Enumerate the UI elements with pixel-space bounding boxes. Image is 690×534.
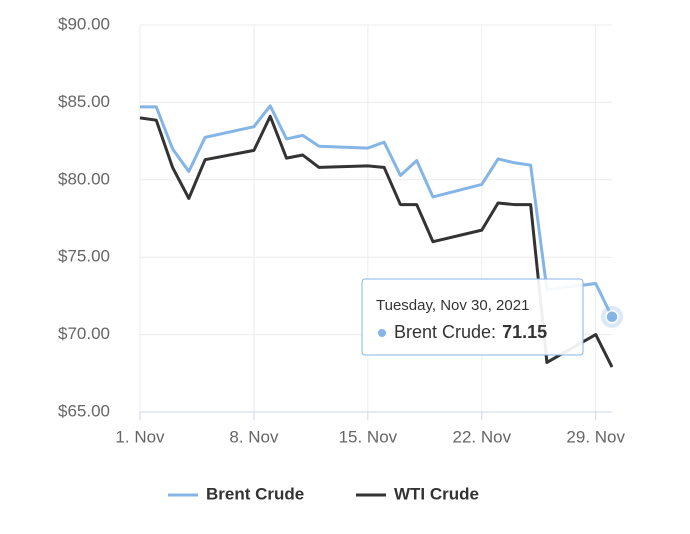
y-tick-label: $80.00 — [58, 169, 110, 188]
legend: Brent Crude WTI Crude — [168, 484, 479, 503]
tooltip: Tuesday, Nov 30, 2021 Brent Crude: 71.15 — [361, 278, 623, 356]
y-tick-label: $75.00 — [58, 247, 110, 266]
tooltip-box — [361, 278, 584, 356]
y-tick-label: $90.00 — [58, 14, 110, 33]
hover-point — [605, 310, 619, 324]
lines — [139, 104, 614, 368]
x-tick-label: 1. Nov — [115, 427, 165, 446]
axis: $65.00 $70.00 $75.00 $80.00 $85.00 $90.00 1. N… — [58, 14, 626, 446]
x-tick-label: 29. Nov — [566, 427, 625, 446]
tooltip-label: Brent Crude: — [394, 322, 496, 342]
x-tick-label: 22. Nov — [452, 427, 511, 446]
x-tick-label: 15. Nov — [339, 427, 398, 446]
legend-label[interactable]: Brent Crude — [206, 484, 304, 503]
tooltip-dot — [378, 329, 386, 337]
series-line — [139, 114, 614, 368]
x-tick-label: 8. Nov — [229, 427, 279, 446]
series-line — [140, 104, 614, 318]
legend-label[interactable]: WTI Crude — [394, 484, 479, 503]
tooltip-header: Tuesday, Nov 30, 2021 — [376, 297, 529, 314]
y-tick-label: $65.00 — [58, 401, 110, 420]
y-tick-label: $70.00 — [58, 324, 110, 343]
y-tick-label: $85.00 — [58, 92, 110, 111]
tooltip-value: 71.15 — [502, 322, 547, 342]
tooltip-row: Brent Crude: 71.15 — [394, 322, 547, 342]
